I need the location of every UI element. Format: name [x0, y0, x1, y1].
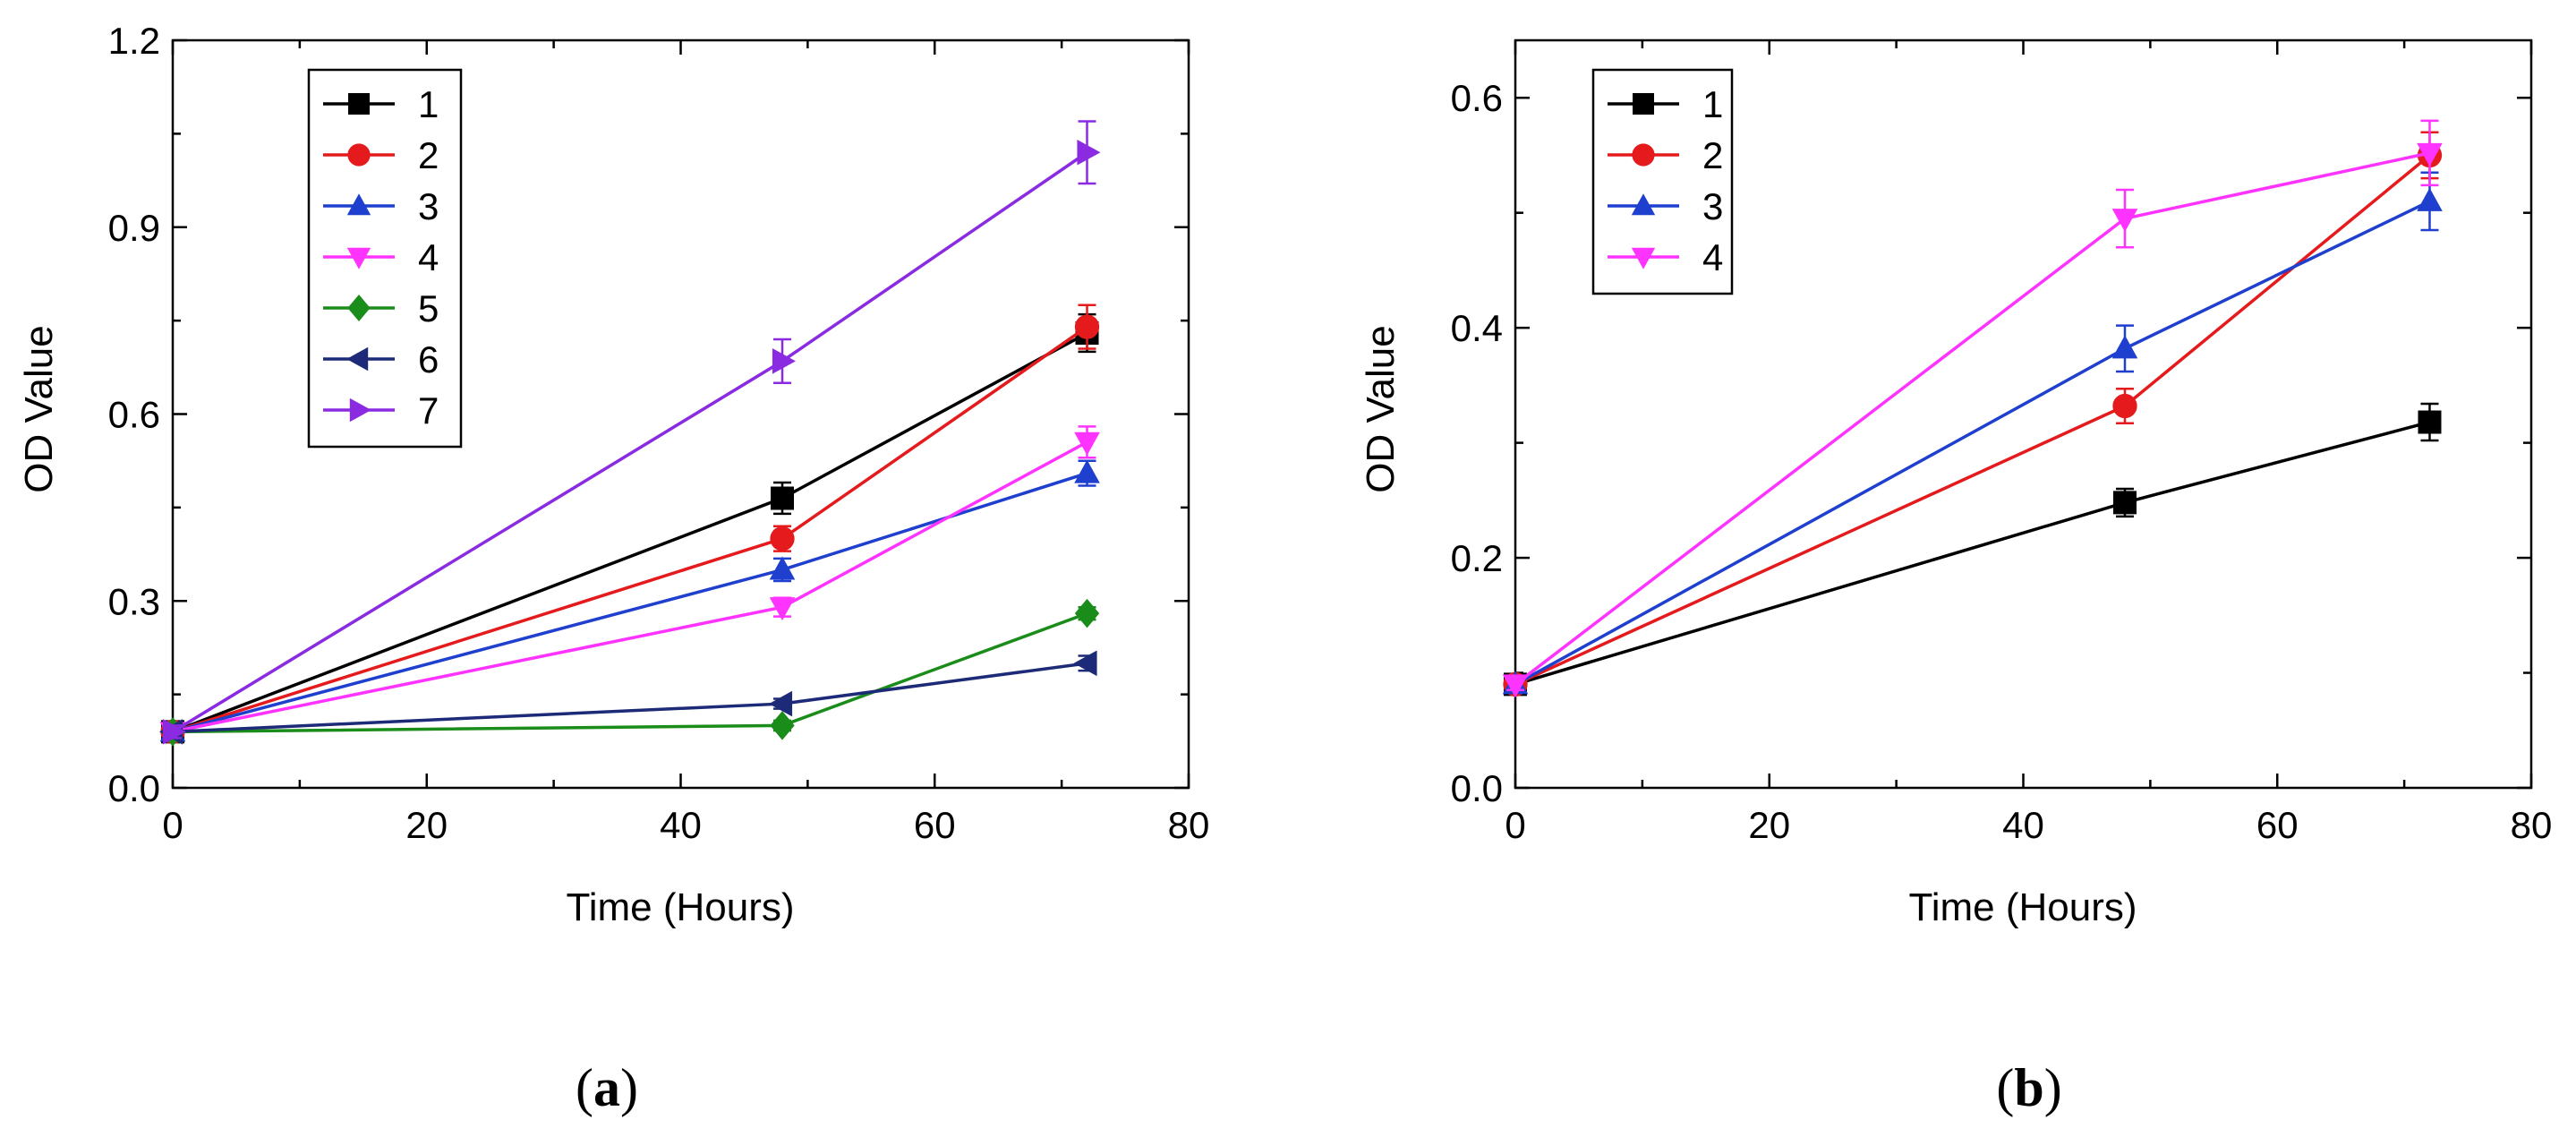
chart-a-x-tick-label: 40 [660, 804, 702, 846]
chart-a-series-3-point [769, 556, 796, 580]
legend-label: 1 [418, 83, 439, 125]
legend-marker [347, 295, 371, 321]
chart-a-y-tick-label: 0.3 [108, 580, 160, 622]
chart-a-x-tick-label: 0 [162, 804, 183, 846]
legend-marker [346, 346, 369, 372]
legend-label: 2 [418, 134, 439, 176]
chart-a-series-1-point [771, 486, 794, 510]
chart-a-y-tick-label: 0.0 [108, 767, 160, 809]
legend-label: 3 [1702, 185, 1723, 227]
chart-a-series-4-point [1074, 432, 1100, 456]
chart-a-legend-item-7: 7 [323, 389, 439, 432]
legend-label: 4 [418, 236, 439, 278]
chart-panel-a: 0 20 40 60 80 0.0 0.3 0.6 0.9 1.2 1 2 3 4 5 6 7 OD Valu… [17, 20, 1209, 1117]
legend-label: 7 [418, 389, 439, 432]
chart-a-series-5-point [1074, 598, 1100, 628]
legend-label: 2 [1702, 134, 1723, 176]
chart-a-series-2-point [770, 526, 795, 551]
chart-a-legend-item-2: 2 [323, 134, 439, 176]
chart-a-series-7-point [772, 348, 796, 374]
chart-a-legend-item-6: 6 [323, 338, 439, 380]
legend-marker [1631, 247, 1656, 269]
legend-label: 6 [418, 338, 439, 380]
chart-b-x-tick-label: 0 [1505, 804, 1525, 846]
chart-b-y-axis-label: OD Value [1359, 325, 1403, 493]
legend-marker [346, 193, 371, 216]
chart-b-series-4-point [2111, 209, 2138, 233]
chart-b-series-1-point [2113, 491, 2137, 515]
chart-a-series-6-line [172, 662, 1088, 734]
chart-a-series-7-point [1077, 139, 1101, 166]
chart-a-legend: 1 2 3 4 5 6 7 [307, 68, 463, 449]
chart-a-x-tick-label: 80 [1168, 804, 1210, 846]
chart-b-y-tick-label: 0.0 [1451, 767, 1503, 809]
chart-a-series-7-point [162, 719, 186, 745]
chart-b-series-1-point [2418, 410, 2442, 434]
legend-marker [348, 93, 370, 115]
chart-a-y-tick-label: 1.2 [108, 20, 160, 62]
legend-marker [346, 247, 371, 269]
chart-b-y-tick-label: 0.6 [1451, 77, 1503, 119]
chart-b-series-1-line [1514, 420, 2430, 687]
legend-label: 5 [418, 287, 439, 329]
chart-a-series-3-point [1074, 459, 1100, 483]
chart-a-y-tick-label: 0.6 [108, 394, 160, 436]
chart-b-panel-label: (b) [1996, 1058, 2061, 1117]
chart-b-legend: 1 2 3 4 [1591, 68, 1734, 295]
chart-a-series-6-point [769, 690, 793, 717]
chart-a-y-axis-label: OD Value [17, 325, 61, 493]
chart-b-legend-item-2: 2 [1608, 134, 1723, 176]
chart-a-series-3-line [172, 471, 1088, 734]
chart-a-series-2-point [1074, 314, 1100, 339]
chart-b-x-tick-label: 80 [2511, 804, 2553, 846]
chart-a-x-axis-label: Time (Hours) [566, 885, 794, 929]
chart-b-series-2-point [2112, 393, 2137, 419]
chart-a-legend-item-3: 3 [323, 185, 439, 227]
chart-b-y-tick-label: 0.4 [1451, 307, 1503, 349]
chart-b-y-tick-label: 0.2 [1451, 537, 1503, 579]
chart-b-series-4-point [2417, 142, 2443, 167]
chart-b-legend-item-4: 4 [1608, 236, 1723, 278]
chart-b-legend-item-1: 1 [1608, 83, 1723, 125]
chart-a-y-tick-label: 0.9 [108, 207, 160, 249]
chart-a-series-6-point [1073, 650, 1097, 677]
chart-b-series-3-point [2417, 187, 2443, 211]
chart-a-legend-item-4: 4 [323, 236, 439, 278]
legend-marker [1633, 93, 1654, 115]
chart-a-legend-item-5: 5 [323, 287, 439, 329]
legend-label: 4 [1702, 236, 1723, 278]
chart-a-legend-item-1: 1 [323, 83, 439, 125]
legend-marker [349, 398, 371, 423]
chart-panel-b: 0 20 40 60 80 0.0 0.2 0.4 0.6 1 2 3 4 OD Value Time… [1359, 38, 2553, 1117]
chart-a-x-tick-label: 60 [914, 804, 956, 846]
chart-b-marks: 0 20 40 60 80 0.0 0.2 0.4 0.6 [1451, 38, 2553, 846]
chart-b-x-tick-label: 20 [1748, 804, 1790, 846]
chart-b-series-4-point [1502, 674, 1529, 698]
legend-marker [1632, 143, 1655, 167]
chart-a-panel-label: (a) [576, 1058, 638, 1117]
chart-b-x-tick-label: 60 [2256, 804, 2299, 846]
legend-label: 3 [418, 185, 439, 227]
chart-a-series-5-line [172, 611, 1088, 734]
chart-b-series-3-point [2111, 335, 2138, 359]
chart-b-x-axis-label: Time (Hours) [1908, 885, 2137, 929]
chart-a-series-5-point [770, 711, 795, 740]
legend-marker [347, 143, 371, 167]
chart-b-x-tick-label: 40 [2002, 804, 2044, 846]
chart-a-marks: 0 20 40 60 80 0.0 0.3 0.6 0.9 1.2 [108, 20, 1210, 846]
legend-marker [1631, 193, 1656, 216]
legend-label: 1 [1702, 83, 1723, 125]
chart-b-legend-item-3: 3 [1608, 185, 1723, 227]
chart-a-x-tick-label: 20 [405, 804, 448, 846]
chart-a-series-4-point [769, 597, 796, 621]
